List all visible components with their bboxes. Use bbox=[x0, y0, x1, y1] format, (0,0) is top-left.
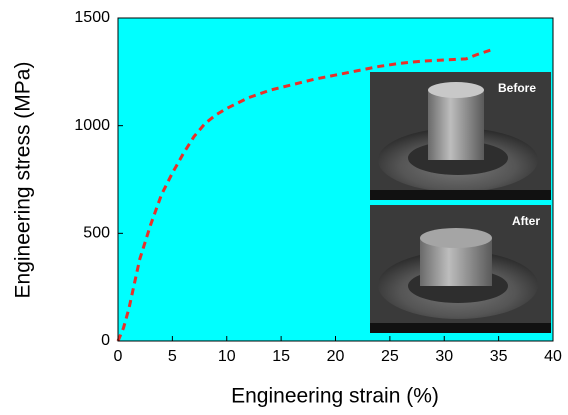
x-tick-label: 25 bbox=[381, 348, 399, 365]
data-line bbox=[116, 47, 494, 342]
y-axis-label: Engineering stress (MPa) bbox=[12, 62, 35, 299]
y-tick-label: 1500 bbox=[74, 9, 110, 26]
inset-after bbox=[370, 205, 551, 333]
x-tick-label: 5 bbox=[168, 348, 177, 365]
insets: Before After bbox=[370, 72, 551, 333]
y-tick-label: 0 bbox=[101, 332, 110, 349]
x-axis-label: Engineering strain (%) bbox=[231, 385, 439, 408]
inset-before bbox=[370, 72, 551, 200]
x-tick-label: 0 bbox=[114, 348, 123, 365]
y-tick-label: 1000 bbox=[74, 117, 110, 134]
inset-label: After bbox=[512, 214, 540, 228]
x-tick-label: 15 bbox=[272, 348, 290, 365]
x-tick-label: 40 bbox=[544, 348, 562, 365]
x-tick-label: 20 bbox=[327, 348, 345, 365]
x-tick-label: 35 bbox=[490, 348, 508, 365]
inset-label: Before bbox=[498, 81, 536, 95]
x-tick-label: 30 bbox=[435, 348, 453, 365]
y-tick-label: 500 bbox=[83, 225, 110, 242]
x-tick-label: 10 bbox=[218, 348, 236, 365]
